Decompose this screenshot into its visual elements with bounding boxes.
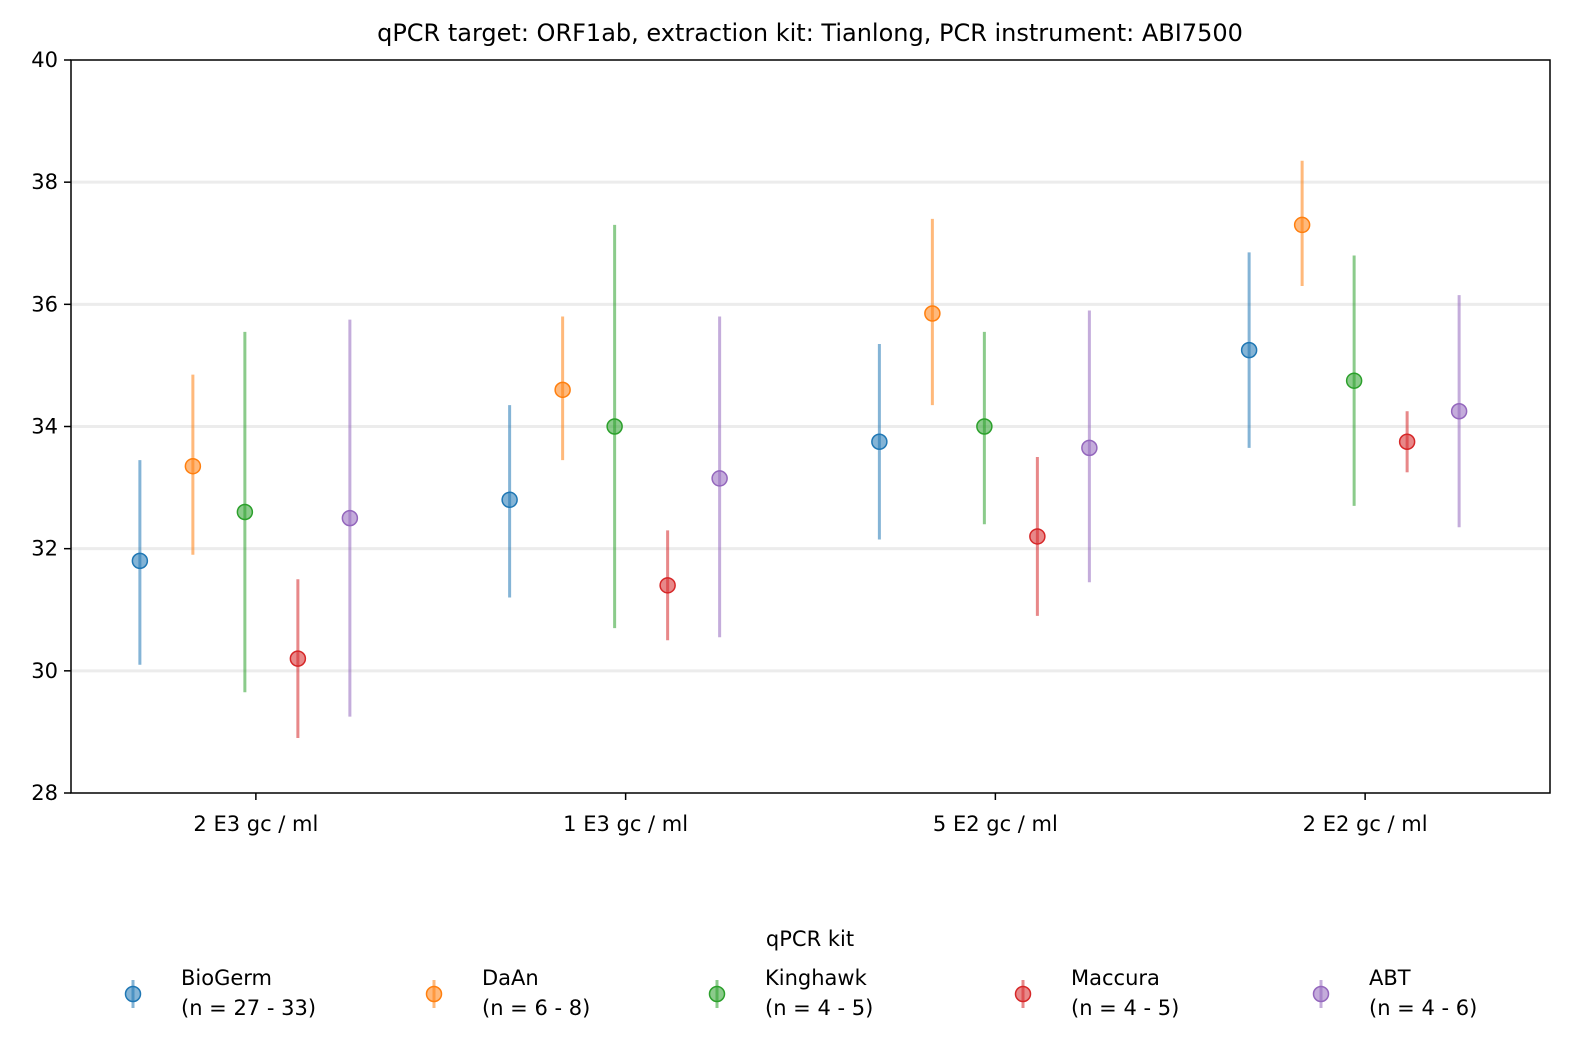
y-tick-label: 38: [31, 170, 58, 194]
legend-item-biogerm: BioGerm (n = 27 - 33): [124, 966, 316, 1020]
legend-item-abt: ABT (n = 4 - 6): [1312, 966, 1477, 1020]
legend-marker: [708, 985, 726, 1003]
data-point-abt: [1081, 439, 1098, 457]
y-tick-label: 36: [31, 292, 58, 316]
legend-marker: [1312, 985, 1330, 1003]
x-tick-label: 5 E2 gc / ml: [933, 812, 1058, 836]
data-marks: [131, 160, 1468, 739]
data-point-maccura: [1398, 433, 1416, 451]
chart-title: qPCR target: ORF1ab, extraction kit: Tia…: [377, 19, 1243, 47]
x-tick-label: 2 E2 gc / ml: [1303, 812, 1428, 836]
y-tick-label: 28: [31, 781, 58, 805]
y-tick-label: 32: [31, 537, 58, 561]
legend-label: ABT: [1369, 966, 1411, 990]
legend-sample-size: (n = 4 - 6): [1369, 996, 1477, 1020]
legend-sample-size: (n = 27 - 33): [181, 996, 316, 1020]
data-point-kinghawk: [976, 418, 993, 435]
data-point-biogerm: [501, 491, 518, 509]
data-point-kinghawk: [1345, 372, 1363, 389]
x-tick-label: 1 E3 gc / ml: [563, 812, 688, 836]
data-point-abt: [341, 509, 359, 527]
axes: 28 30 32 34 36 38 40 2 E3 gc / ml 1 E3 gc / ml 5 …: [31, 48, 1427, 836]
legend-sample-size: (n = 6 - 8): [482, 996, 590, 1020]
y-tick-label: 34: [31, 415, 58, 439]
data-point-abt: [711, 470, 728, 487]
data-point-kinghawk: [236, 503, 254, 521]
x-tick-label: 2 E3 gc / ml: [193, 812, 318, 836]
legend: qPCR kit BioGerm (n = 27 - 33) DaAn (n = 6 …: [124, 927, 1477, 1020]
data-point-daan: [184, 457, 202, 475]
data-point-maccura: [659, 577, 676, 594]
plot-frame: [70, 59, 1551, 794]
legend-label: DaAn: [482, 966, 539, 990]
data-point-biogerm: [131, 552, 149, 570]
legend-title: qPCR kit: [766, 927, 854, 951]
legend-sample-size: (n = 4 - 5): [1071, 996, 1179, 1020]
legend-item-maccura: Maccura (n = 4 - 5): [1014, 966, 1179, 1020]
legend-marker: [124, 985, 142, 1003]
data-point-biogerm: [1240, 341, 1258, 359]
data-point-kinghawk: [606, 418, 623, 435]
y-tick-label: 30: [31, 659, 58, 683]
data-point-biogerm: [871, 433, 888, 451]
data-point-maccura: [1029, 528, 1046, 545]
legend-label: Kinghawk: [765, 966, 868, 990]
data-point-maccura: [289, 650, 307, 667]
grid: [71, 180, 1550, 673]
legend-item-daan: DaAn (n = 6 - 8): [425, 966, 590, 1020]
data-point-daan: [924, 305, 941, 322]
legend-label: BioGerm: [181, 966, 272, 990]
legend-marker: [425, 985, 443, 1003]
legend-sample-size: (n = 4 - 5): [765, 996, 873, 1020]
legend-label: Maccura: [1071, 966, 1160, 990]
data-point-daan: [554, 381, 571, 399]
data-point-daan: [1293, 216, 1311, 234]
data-point-abt: [1450, 402, 1468, 420]
y-tick-label: 40: [31, 48, 58, 72]
legend-marker: [1014, 985, 1032, 1003]
legend-item-kinghawk: Kinghawk (n = 4 - 5): [708, 966, 873, 1020]
